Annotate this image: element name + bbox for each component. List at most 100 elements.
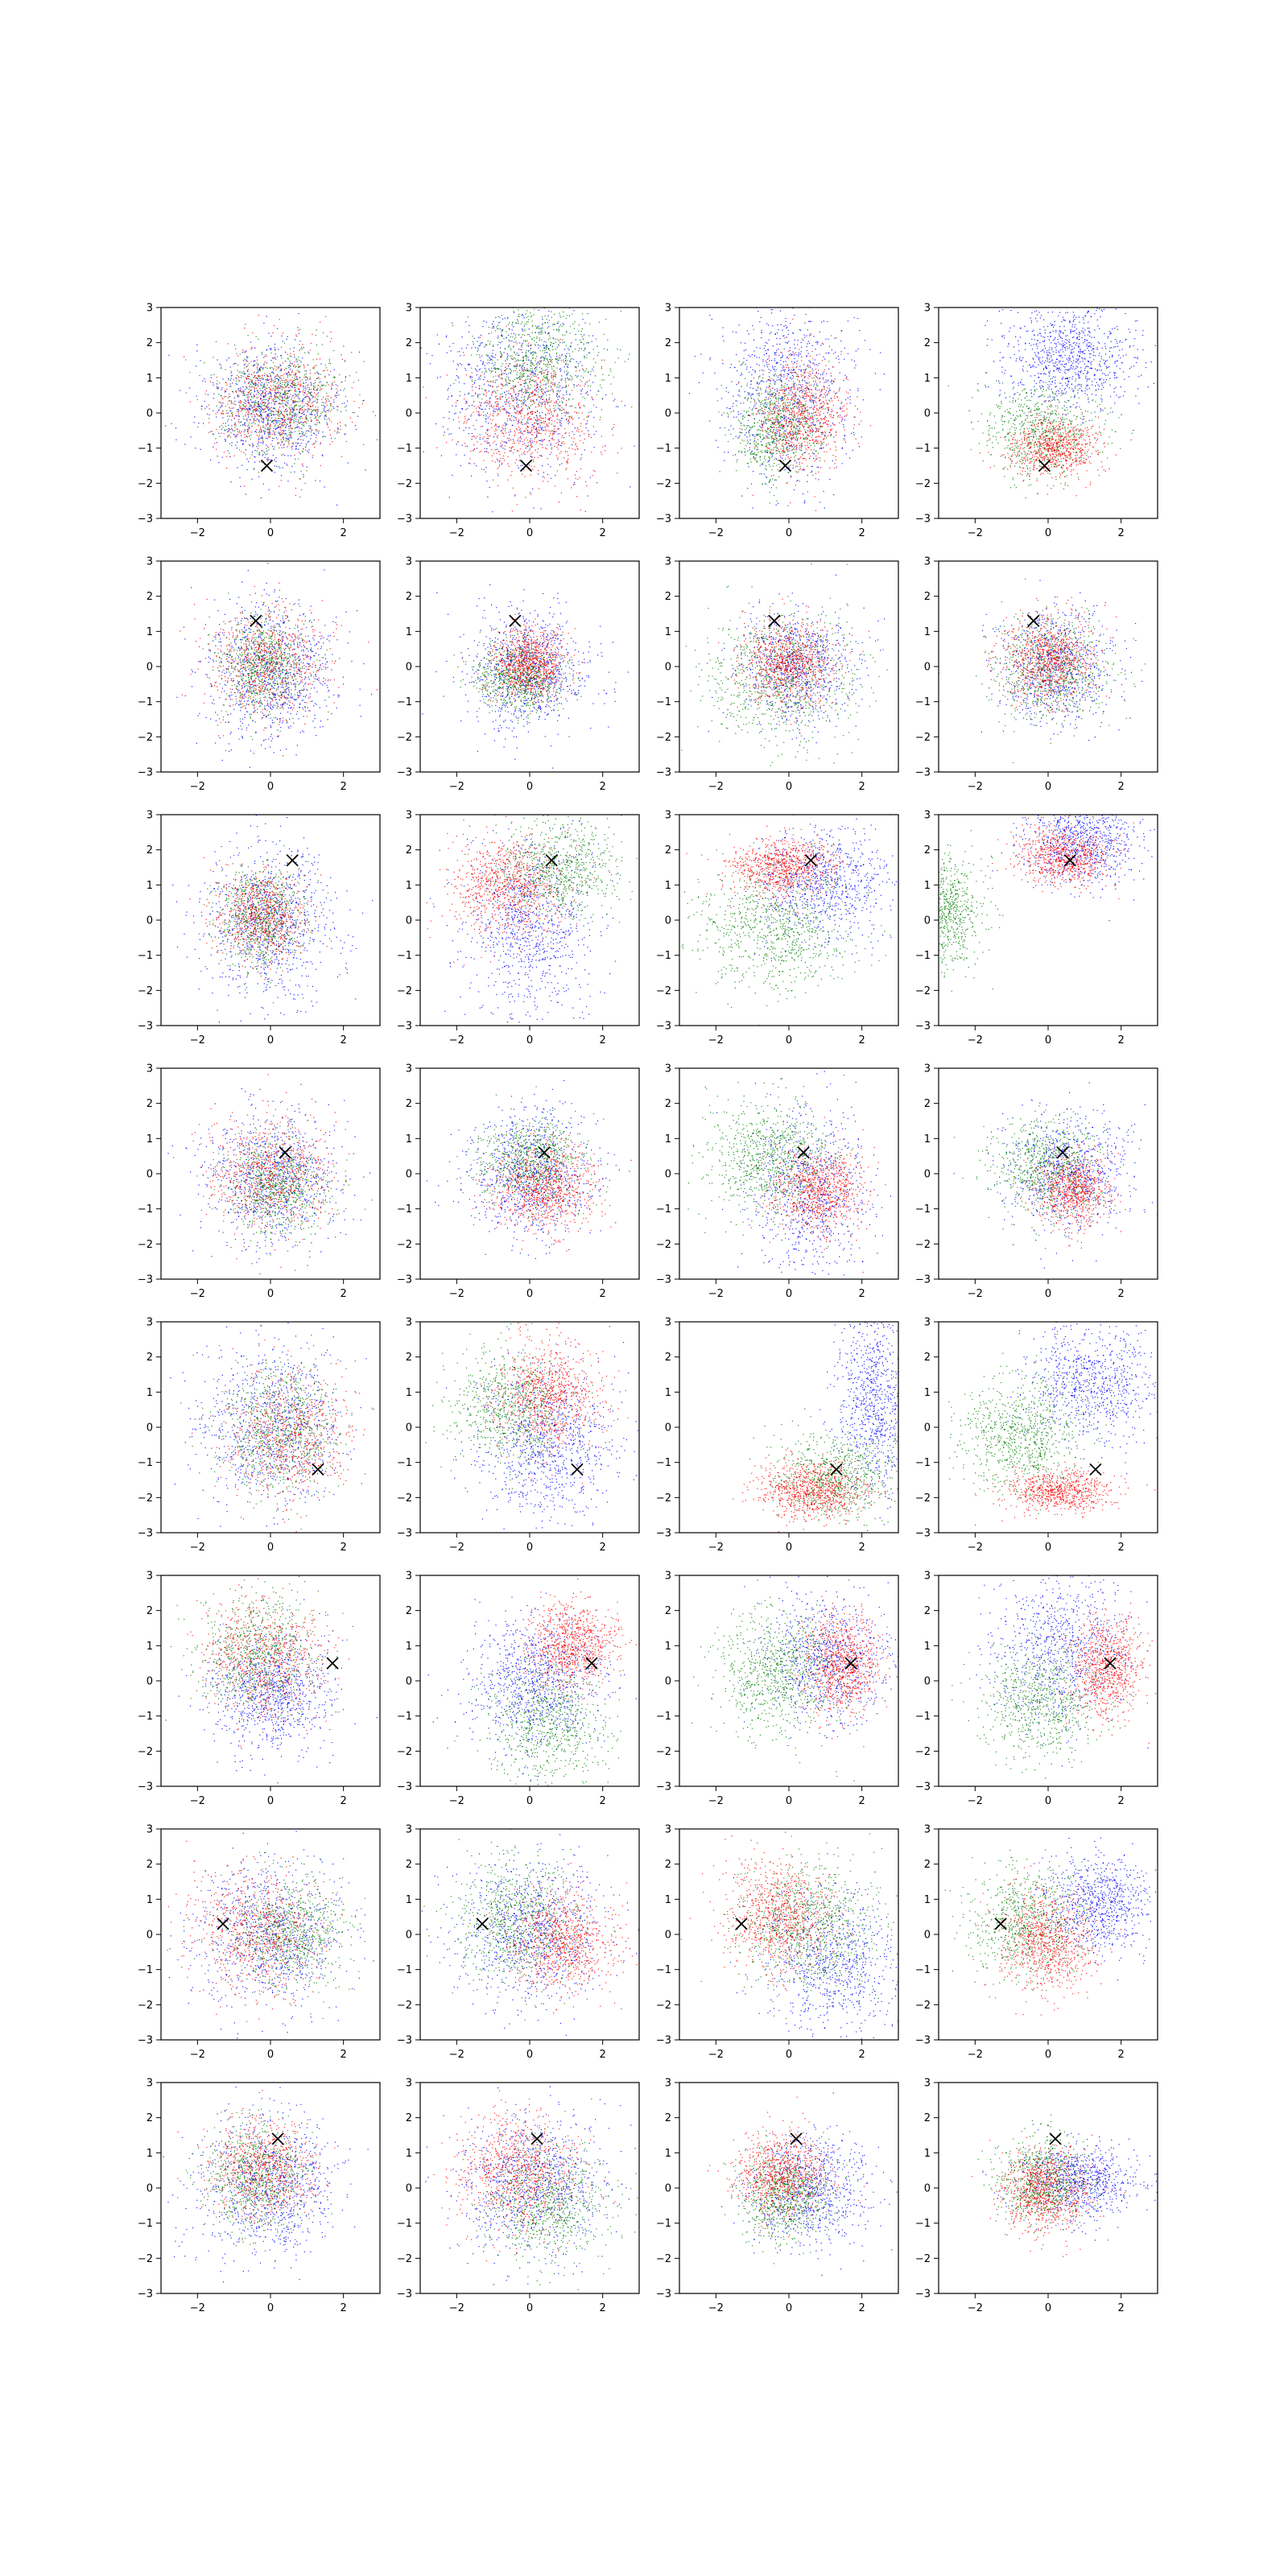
point [545, 370, 546, 371]
point [473, 401, 474, 402]
point [261, 497, 262, 498]
point [279, 432, 280, 433]
point [289, 430, 290, 431]
point [845, 399, 846, 400]
point [331, 338, 332, 339]
point [254, 456, 255, 457]
point [256, 373, 257, 374]
point [790, 323, 791, 324]
point [289, 418, 290, 419]
point [306, 396, 307, 397]
point [492, 363, 493, 364]
point [501, 356, 502, 357]
point [531, 338, 532, 339]
point [556, 395, 557, 396]
point [315, 418, 316, 419]
point [470, 376, 471, 377]
point [284, 385, 285, 386]
point [565, 358, 566, 359]
point [341, 456, 342, 457]
point [478, 411, 479, 412]
point [515, 413, 516, 414]
point [574, 484, 575, 485]
point [473, 395, 474, 396]
point [258, 445, 259, 446]
point [548, 332, 549, 333]
point [545, 322, 546, 323]
point [558, 405, 559, 406]
point [543, 372, 544, 373]
point [550, 410, 551, 411]
point [519, 376, 520, 377]
point [278, 442, 279, 443]
point [268, 420, 269, 421]
point [250, 414, 251, 415]
point [507, 420, 508, 421]
point [278, 411, 279, 412]
point [483, 379, 484, 380]
point [263, 396, 264, 397]
point [299, 427, 300, 428]
point [305, 422, 306, 423]
point [263, 323, 264, 324]
y-tick-label: −3 [397, 514, 412, 526]
point [291, 443, 292, 444]
point [240, 433, 241, 434]
point [538, 389, 539, 390]
point [555, 377, 556, 378]
point [791, 373, 792, 374]
point [293, 365, 294, 366]
point [314, 447, 315, 448]
point [236, 392, 237, 393]
point [801, 342, 802, 343]
point [267, 404, 268, 405]
point [496, 401, 497, 402]
point [505, 452, 506, 453]
point [541, 439, 542, 440]
point [561, 369, 562, 370]
point [226, 468, 227, 469]
point [330, 363, 331, 364]
point [621, 401, 622, 402]
point [311, 383, 312, 384]
point [566, 363, 567, 364]
point [267, 460, 268, 461]
point [523, 383, 524, 384]
point [316, 398, 317, 399]
point [484, 377, 485, 378]
point [473, 344, 474, 345]
point [516, 428, 517, 429]
point [512, 510, 513, 511]
point [211, 375, 212, 376]
point [240, 391, 241, 392]
point [524, 415, 525, 416]
point [287, 400, 288, 401]
point [309, 387, 310, 388]
point [310, 438, 311, 439]
point [295, 421, 296, 422]
point [249, 408, 250, 409]
point [509, 328, 510, 329]
point [518, 335, 519, 336]
point [237, 434, 238, 435]
point [612, 429, 613, 430]
point [249, 403, 250, 404]
point [770, 395, 771, 396]
point [210, 381, 211, 382]
point [278, 413, 279, 414]
point [799, 387, 800, 388]
point [714, 373, 715, 374]
point [288, 428, 289, 429]
point [560, 420, 561, 421]
point [464, 416, 465, 417]
point [324, 376, 325, 377]
point [477, 341, 478, 342]
point [215, 438, 216, 439]
point [317, 411, 318, 412]
point [515, 394, 516, 395]
point [261, 431, 262, 432]
point [506, 374, 507, 375]
point [512, 329, 513, 330]
point [547, 333, 548, 334]
point [320, 415, 321, 416]
